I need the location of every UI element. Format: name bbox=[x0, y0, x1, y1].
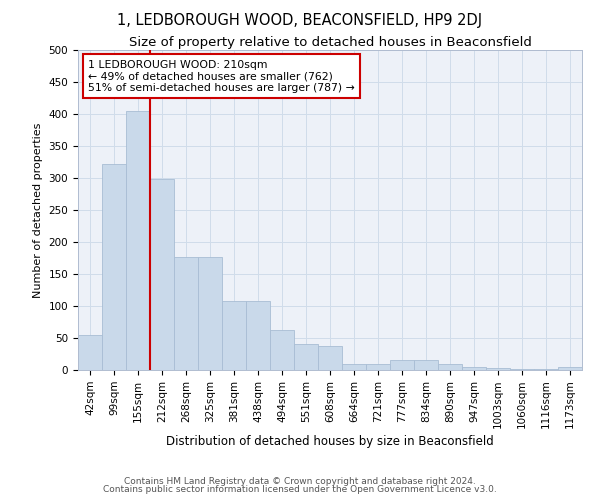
Bar bbox=[150, 180, 174, 370]
Bar bbox=[438, 364, 462, 370]
Bar bbox=[342, 364, 366, 370]
Bar bbox=[78, 336, 102, 370]
Bar bbox=[462, 367, 486, 370]
X-axis label: Distribution of detached houses by size in Beaconsfield: Distribution of detached houses by size … bbox=[166, 436, 494, 448]
Bar bbox=[558, 367, 582, 370]
Bar bbox=[102, 164, 126, 370]
Bar bbox=[318, 346, 342, 370]
Text: 1, LEDBOROUGH WOOD, BEACONSFIELD, HP9 2DJ: 1, LEDBOROUGH WOOD, BEACONSFIELD, HP9 2D… bbox=[118, 12, 482, 28]
Bar bbox=[222, 301, 246, 370]
Bar bbox=[414, 360, 438, 370]
Text: Contains HM Land Registry data © Crown copyright and database right 2024.: Contains HM Land Registry data © Crown c… bbox=[124, 477, 476, 486]
Bar bbox=[270, 330, 294, 370]
Bar bbox=[366, 364, 390, 370]
Y-axis label: Number of detached properties: Number of detached properties bbox=[33, 122, 43, 298]
Bar bbox=[126, 112, 150, 370]
Bar bbox=[198, 258, 222, 370]
Title: Size of property relative to detached houses in Beaconsfield: Size of property relative to detached ho… bbox=[128, 36, 532, 49]
Bar bbox=[174, 258, 198, 370]
Bar bbox=[246, 301, 270, 370]
Bar bbox=[294, 344, 318, 370]
Text: 1 LEDBOROUGH WOOD: 210sqm
← 49% of detached houses are smaller (762)
51% of semi: 1 LEDBOROUGH WOOD: 210sqm ← 49% of detac… bbox=[88, 60, 355, 93]
Text: Contains public sector information licensed under the Open Government Licence v3: Contains public sector information licen… bbox=[103, 485, 497, 494]
Bar bbox=[390, 360, 414, 370]
Bar bbox=[486, 368, 510, 370]
